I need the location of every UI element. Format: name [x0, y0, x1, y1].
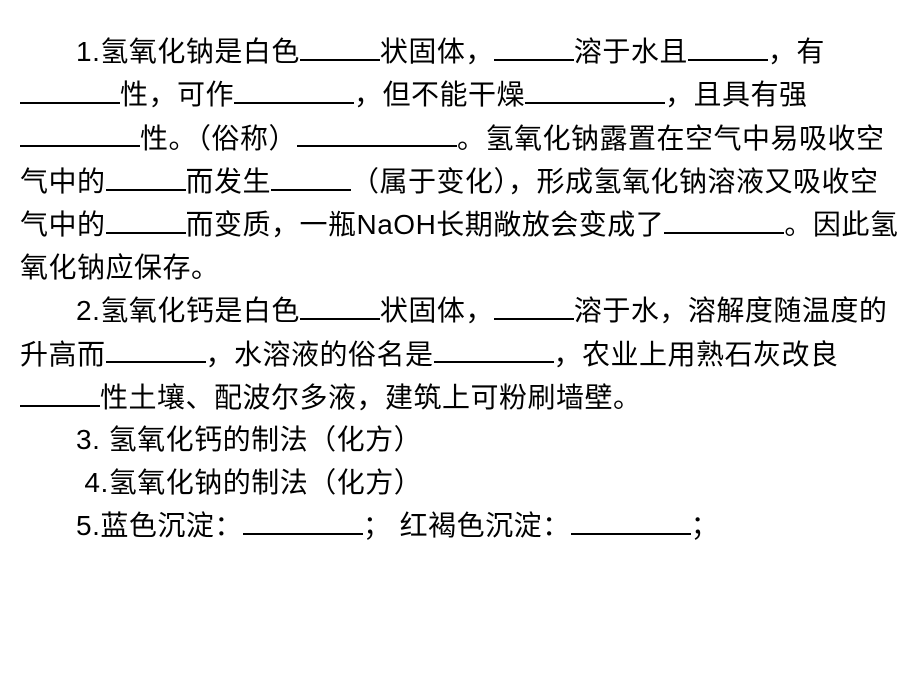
blank-field[interactable] [234, 73, 354, 104]
blank-field[interactable] [300, 30, 380, 61]
text-segment: 状固体， [380, 295, 494, 326]
blank-field[interactable] [243, 504, 363, 535]
paragraph-5: 5.蓝色沉淀： ； 红褐色沉淀： ； [20, 504, 900, 547]
document-content: 1.氢氧化钠是白色状固体，溶于水且，有性，可作，但不能干燥，且具有强性。（俗称）… [20, 30, 900, 548]
text-segment: 3. 氢氧化钙的制法（化方） [76, 424, 422, 455]
blank-field[interactable] [571, 504, 691, 535]
text-segment: 性，可作 [120, 79, 234, 110]
text-segment: 性土壤、配波尔多液，建筑上可粉刷墙壁。 [100, 382, 642, 413]
blank-field[interactable] [297, 117, 457, 148]
paragraph-3: 3. 氢氧化钙的制法（化方） [20, 419, 900, 462]
blank-field[interactable] [300, 289, 380, 320]
text-segment: ，但不能干燥 [354, 79, 525, 110]
text-segment: 5.蓝色沉淀： [76, 510, 243, 541]
text-segment: ，水溶液的俗名是 [206, 338, 434, 369]
text-segment: 而发生 [186, 166, 272, 197]
text-segment: 2.氢氧化钙是白色 [76, 295, 300, 326]
blank-field[interactable] [106, 160, 186, 191]
text-segment: ； 红褐色沉淀： [363, 510, 571, 541]
blank-field[interactable] [271, 160, 351, 191]
blank-field[interactable] [494, 289, 574, 320]
paragraph-4: 4.氢氧化钠的制法（化方） [20, 462, 900, 505]
blank-field[interactable] [434, 333, 554, 364]
blank-field[interactable] [688, 30, 768, 61]
text-segment: ，农业上用熟石灰改良 [554, 338, 839, 369]
blank-field[interactable] [20, 376, 100, 407]
blank-field[interactable] [106, 333, 206, 364]
text-segment: 溶于水且 [574, 36, 688, 67]
text-segment: 1.氢氧化钠是白色 [76, 36, 300, 67]
blank-field[interactable] [525, 73, 665, 104]
paragraph-1: 1.氢氧化钠是白色 状固体， 溶于水且 ，有性，可作 ，但不能干燥 ，且具有强性。（俗称）… [20, 30, 900, 289]
text-segment: 4.氢氧化钠的制法（化方） [84, 467, 422, 498]
blank-field[interactable] [664, 203, 784, 234]
text-segment: 而变质，一瓶NaOH长期敞放会变成了 [186, 209, 665, 240]
text-segment: 性。（俗称） [140, 122, 297, 153]
text-segment: ，且具有强 [665, 79, 808, 110]
blank-field[interactable] [20, 117, 140, 148]
blank-field[interactable] [494, 30, 574, 61]
text-segment: ，有 [768, 36, 825, 67]
text-segment: ； [691, 510, 720, 541]
blank-field[interactable] [106, 203, 186, 234]
blank-field[interactable] [20, 73, 120, 104]
paragraph-2: 2.氢氧化钙是白色状固体，溶于水，溶解度随温度的升高而，水溶液的俗名是，农业上用… [20, 289, 900, 419]
text-segment: 状固体， [380, 36, 494, 67]
